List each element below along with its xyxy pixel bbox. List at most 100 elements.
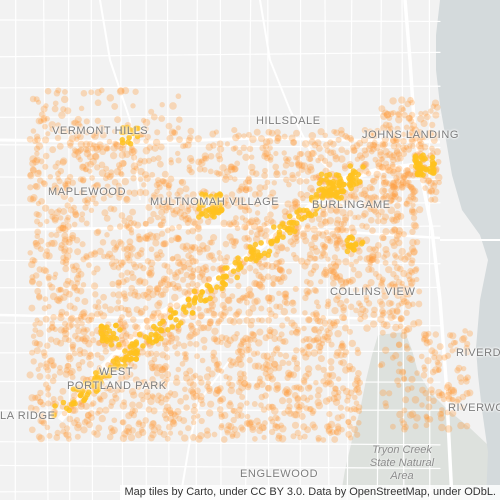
incident-point — [50, 362, 56, 369]
incident-point — [77, 140, 85, 149]
incident-point — [357, 255, 363, 261]
incident-point — [424, 414, 430, 420]
incident-point — [310, 311, 316, 318]
incident-point — [324, 147, 331, 154]
incident-point — [219, 285, 225, 292]
incident-point — [45, 391, 52, 398]
incident-point — [278, 244, 286, 252]
incident-point — [332, 154, 341, 163]
incident-point — [79, 320, 85, 327]
incident-point — [136, 188, 145, 197]
incident-point — [163, 345, 170, 352]
incident-point — [68, 322, 75, 328]
incident-point — [67, 369, 74, 377]
incident-point — [396, 410, 404, 419]
incident-point — [57, 326, 65, 334]
incident-point — [250, 222, 259, 231]
incident-point — [205, 143, 213, 151]
incident-point — [243, 225, 249, 231]
incident-point — [268, 240, 275, 247]
incident-point — [27, 195, 35, 203]
incident-point — [357, 310, 365, 317]
incident-point — [438, 407, 445, 413]
incident-point — [113, 305, 121, 312]
incident-point — [422, 185, 429, 191]
incident-point — [258, 380, 266, 388]
incident-point — [223, 426, 232, 434]
incident-point — [243, 185, 250, 192]
incident-point — [96, 395, 103, 401]
incident-point — [74, 115, 82, 124]
incident-point — [399, 179, 407, 187]
incident-point — [150, 379, 157, 387]
incident-point — [290, 321, 298, 330]
incident-point — [150, 426, 158, 434]
incident-point — [32, 138, 38, 145]
incident-point — [424, 357, 432, 365]
incident-point — [242, 179, 249, 186]
incident-point — [183, 351, 189, 357]
incident-point — [227, 400, 233, 406]
incident-point — [322, 218, 329, 225]
incident-point — [154, 188, 160, 195]
incident-point — [227, 386, 236, 395]
incident-point — [166, 406, 174, 415]
incident-point — [248, 229, 254, 236]
incident-point — [407, 193, 415, 201]
incident-point — [132, 323, 139, 330]
incident-point — [45, 374, 51, 380]
incident-point — [224, 296, 232, 304]
incident-point — [149, 313, 157, 322]
incident-point — [132, 376, 140, 384]
incident-point — [155, 363, 164, 372]
incident-point — [253, 417, 261, 425]
incident-point — [62, 181, 69, 188]
incident-point — [98, 323, 105, 330]
incident-point — [430, 136, 438, 144]
incident-point — [111, 102, 119, 110]
incident-point — [340, 220, 347, 227]
incident-point — [69, 343, 76, 350]
incident-point — [286, 371, 293, 379]
incident-point — [51, 216, 59, 224]
incident-point — [127, 251, 134, 258]
incident-point — [403, 124, 410, 131]
incident-point — [166, 331, 173, 338]
incident-point — [300, 338, 306, 344]
incident-point — [71, 119, 79, 127]
incident-point — [262, 370, 269, 377]
incident-point — [331, 321, 339, 329]
incident-point — [61, 245, 69, 254]
incident-point — [429, 170, 436, 176]
incident-point — [103, 385, 109, 392]
incident-point — [206, 318, 214, 327]
incident-point — [199, 357, 206, 364]
incident-point — [243, 316, 251, 324]
incident-point — [353, 400, 360, 406]
incident-point — [339, 284, 346, 291]
incident-point — [204, 383, 211, 390]
incident-point — [123, 276, 130, 283]
incident-point — [295, 160, 303, 168]
incident-point — [162, 407, 169, 414]
incident-point — [164, 392, 172, 400]
incident-point — [40, 117, 48, 124]
incident-point — [69, 374, 76, 381]
incident-point — [139, 421, 146, 428]
incident-point — [400, 106, 406, 113]
place-label-maplewood: MAPLEWOOD — [48, 186, 127, 198]
incident-point — [351, 380, 360, 389]
incident-point — [90, 133, 96, 139]
incident-point — [160, 178, 167, 185]
incident-point — [53, 90, 61, 97]
incident-point — [267, 310, 275, 318]
incident-point — [188, 254, 195, 261]
incident-point — [200, 324, 208, 332]
incident-point — [449, 386, 458, 394]
incident-point — [131, 343, 138, 350]
incident-point — [155, 155, 162, 162]
incident-point — [258, 402, 264, 408]
incident-point — [342, 279, 350, 287]
incident-point — [76, 366, 82, 372]
